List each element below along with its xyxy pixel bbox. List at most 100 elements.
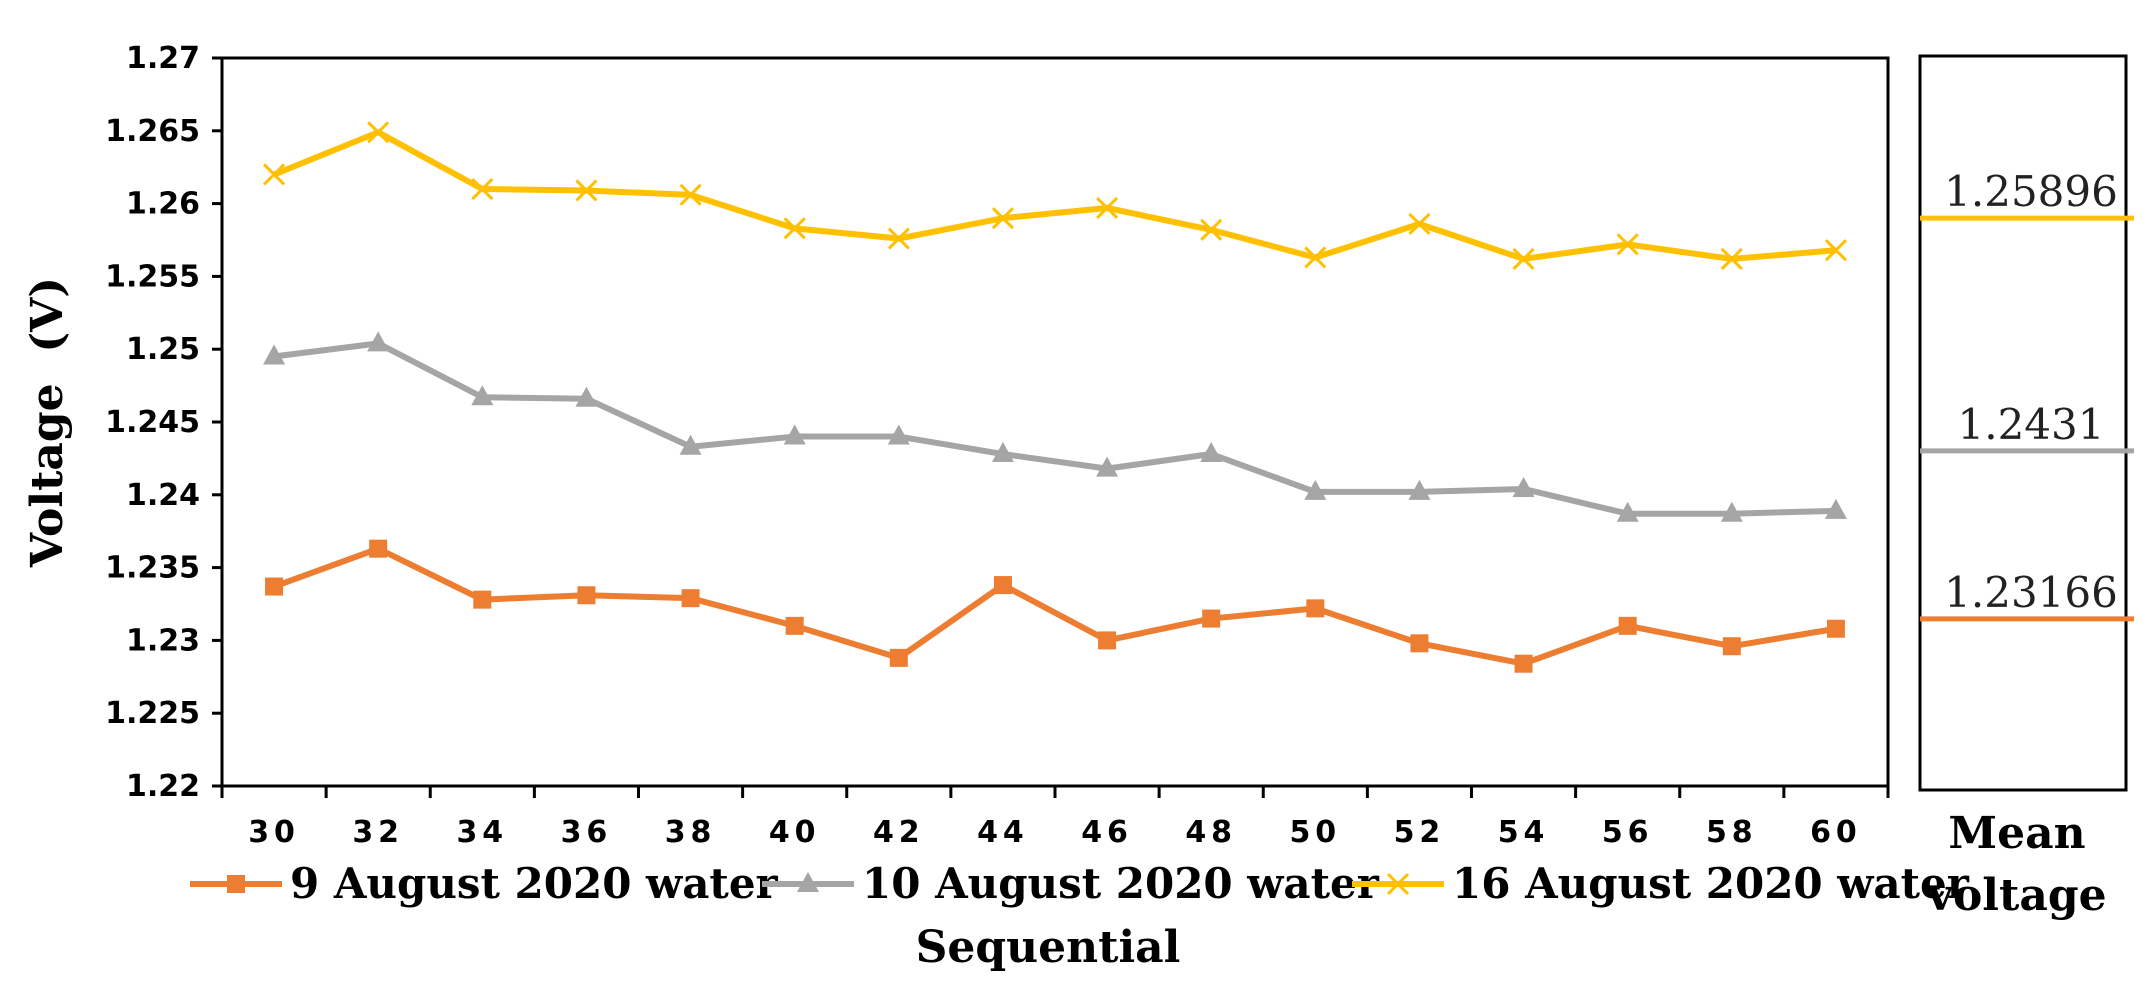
data-point-stroke: [263, 163, 286, 186]
data-point-stroke: [887, 227, 910, 250]
x-tick-label: 48: [1185, 815, 1237, 850]
data-point: [473, 590, 492, 609]
legend-label: 9 August 2020 water: [290, 859, 779, 908]
data-point: [679, 434, 702, 455]
data-point: [1514, 654, 1533, 673]
series-line: [273, 545, 1837, 667]
data-point: [1410, 634, 1429, 653]
mean-value-label: 1.23166: [1944, 568, 2118, 617]
y-tick-label: 1.23: [126, 623, 200, 658]
x-tick-label: 54: [1498, 815, 1550, 850]
data-point: [1096, 196, 1119, 220]
x-tick-label: 36: [561, 815, 613, 850]
x-tick-label: 50: [1289, 815, 1341, 850]
data-point: [367, 121, 390, 144]
data-point: [1200, 218, 1223, 241]
mean-title-line: voltage: [1926, 870, 2106, 921]
series-1: [263, 331, 1847, 522]
data-point-stroke: [1096, 196, 1119, 220]
data-point: [993, 576, 1012, 595]
series-0: [265, 539, 1845, 673]
y-tick-label: 1.26: [126, 187, 200, 222]
x-tick-label: 40: [769, 815, 821, 850]
x-tick-label: 42: [873, 815, 925, 850]
data-point: [1304, 246, 1327, 269]
data-point: [1512, 476, 1535, 497]
data-point: [1202, 609, 1221, 628]
mean-lines: 1.23166 1.2431 1.25896: [1920, 167, 2134, 622]
x-axis-ticks: 30 32 34 36 38 40 42 44 46 48 50 52 54 56 58 60: [220, 786, 1890, 850]
y-tick-label: 1.235: [105, 551, 200, 586]
y-axis-ticks: 1.27 1.265 1.26 1.255 1.25 1.245 1.24 1.235 1.23…: [105, 41, 222, 804]
x-tick-label: 52: [1394, 815, 1446, 850]
x-tick-label: 58: [1706, 815, 1758, 850]
x-tick-label: 60: [1810, 815, 1862, 850]
x-axis-title: Sequential: [916, 922, 1181, 973]
data-point: [1824, 498, 1847, 519]
data-point: [1306, 599, 1325, 618]
data-point: [1098, 631, 1117, 650]
data-point-stroke: [1304, 246, 1327, 269]
legend-label: 10 August 2020 water: [862, 859, 1380, 908]
x-tick-label: 38: [665, 815, 717, 850]
data-point: [1408, 479, 1431, 500]
data-point-stroke: [679, 183, 702, 206]
data-point: [1616, 501, 1639, 522]
x-tick-label: 34: [456, 815, 508, 850]
mean-panel-frame: [1918, 54, 2128, 792]
data-point: [887, 227, 910, 250]
mean-value-label: 1.25896: [1944, 167, 2118, 216]
plot-frame: [220, 56, 1890, 788]
data-point: [1386, 872, 1410, 896]
data-point: [471, 177, 494, 201]
data-point: [783, 424, 806, 445]
y-tick-label: 1.245: [105, 405, 200, 440]
legend-item-1: 10 August 2020 water: [762, 859, 1380, 908]
data-point: [367, 331, 390, 352]
data-point: [991, 442, 1014, 463]
data-point-stroke: [1408, 212, 1431, 236]
data-point: [887, 424, 910, 445]
mean-voltage-panel: 1.23166 1.2431 1.25896 Mean voltage: [1918, 54, 2134, 921]
data-point: [263, 163, 286, 186]
data-point-stroke: [1386, 872, 1410, 896]
mean-value-label: 1.2431: [1958, 400, 2105, 449]
data-point: [679, 183, 702, 206]
mean-title-line: Mean: [1948, 808, 2085, 859]
y-tick-label: 1.25: [126, 332, 200, 367]
data-point: [1722, 637, 1741, 656]
data-point: [1096, 456, 1119, 477]
data-point: [471, 385, 494, 406]
data-point: [263, 344, 286, 365]
x-tick-label: 30: [248, 815, 300, 850]
data-point: [797, 872, 819, 892]
data-point: [1618, 616, 1637, 635]
y-tick-label: 1.24: [126, 478, 200, 513]
mean-voltage-title: Mean voltage: [1926, 808, 2106, 921]
data-point: [227, 875, 245, 893]
series-line: [273, 340, 1837, 517]
data-point: [1720, 247, 1743, 270]
legend-item-2: 16 August 2020 water: [1352, 859, 1970, 908]
data-point-stroke: [1720, 247, 1743, 270]
data-point-stroke: [367, 121, 390, 144]
series-layer: [263, 121, 1847, 673]
data-point-stroke: [471, 177, 494, 201]
legend: 9 August 2020 water 10 August 2020 water 1…: [190, 859, 1970, 908]
data-point-stroke: [1616, 233, 1639, 256]
data-point: [1408, 212, 1431, 236]
data-point: [1304, 479, 1327, 500]
data-point: [1200, 442, 1223, 463]
data-point: [991, 207, 1014, 230]
y-tick-label: 1.225: [105, 696, 200, 731]
data-point: [577, 586, 596, 605]
data-point-stroke: [1824, 239, 1847, 262]
data-point: [1616, 233, 1639, 256]
data-point-stroke: [575, 179, 598, 202]
data-point: [785, 616, 804, 635]
main-plot: 1.27 1.265 1.26 1.255 1.25 1.245 1.24 1.235 1.23…: [105, 41, 1890, 850]
x-tick-label: 44: [977, 815, 1029, 850]
data-point: [1824, 239, 1847, 262]
data-point: [575, 386, 598, 407]
